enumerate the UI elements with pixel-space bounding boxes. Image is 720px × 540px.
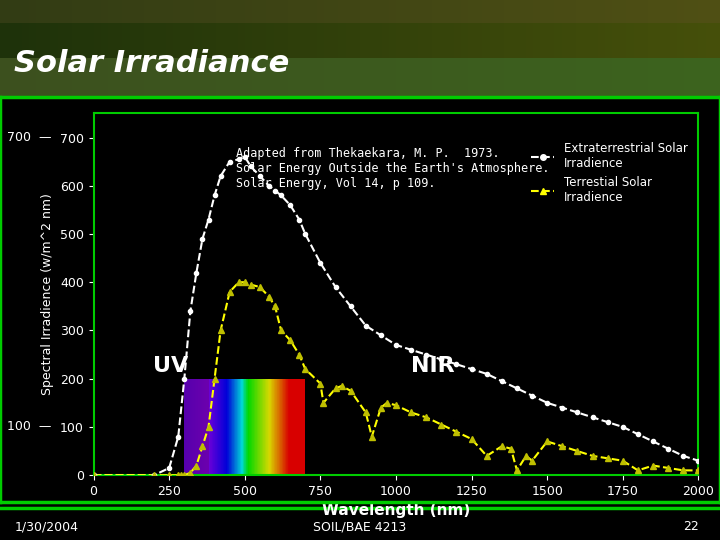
Extraterrestrial Solar
Irradience — [174, 434, 183, 440]
Text: Adapted from Thekaekara, M. P.  1973.
Solar Energy Outside the Earth's Atmospher: Adapted from Thekaekara, M. P. 1973. Sol… — [235, 147, 549, 190]
Line: Extraterrestrial Solar
Irradience: Extraterrestrial Solar Irradience — [94, 157, 698, 475]
Terrestial Solar
Irradience — [89, 472, 98, 478]
Terrestial Solar
Irradience — [694, 467, 703, 474]
Text: 1/30/2004: 1/30/2004 — [14, 520, 78, 534]
Extraterrestrial Solar
Irradience — [422, 352, 431, 358]
Extraterrestrial Solar
Irradience — [588, 414, 597, 421]
Terrestial Solar
Irradience — [295, 352, 304, 358]
Extraterrestrial Solar
Irradience — [331, 284, 340, 291]
Terrestial Solar
Irradience — [240, 279, 249, 286]
Extraterrestrial Solar
Irradience — [664, 446, 672, 452]
Line: Terrestial Solar
Irradience: Terrestial Solar Irradience — [94, 282, 698, 475]
Extraterrestrial Solar
Irradience — [180, 375, 189, 382]
Terrestial Solar
Irradience — [186, 470, 194, 476]
Extraterrestrial Solar
Irradience — [235, 156, 243, 163]
Extraterrestrial Solar
Irradience — [618, 424, 627, 430]
Extraterrestrial Solar
Irradience — [89, 472, 98, 478]
Terrestial Solar
Irradience — [210, 375, 219, 382]
Extraterrestrial Solar
Irradience — [271, 187, 279, 194]
Extraterrestrial Solar
Irradience — [679, 453, 688, 459]
Extraterrestrial Solar
Irradience — [276, 192, 285, 199]
Text: 700  —: 700 — — [6, 131, 51, 144]
Extraterrestrial Solar
Irradience — [186, 308, 194, 314]
Text: NIR: NIR — [411, 356, 455, 376]
Terrestial Solar
Irradience — [235, 279, 243, 286]
Extraterrestrial Solar
Irradience — [482, 370, 491, 377]
Extraterrestrial Solar
Irradience — [204, 217, 213, 223]
Terrestial Solar
Irradience — [618, 457, 627, 464]
Extraterrestrial Solar
Irradience — [603, 419, 612, 426]
Extraterrestrial Solar
Irradience — [216, 173, 225, 179]
Extraterrestrial Solar
Irradience — [543, 400, 552, 406]
Extraterrestrial Solar
Irradience — [192, 269, 201, 276]
Y-axis label: Spectral Irradience (w/m^2 nm): Spectral Irradience (w/m^2 nm) — [41, 193, 54, 395]
Legend: Extraterrestrial Solar
Irradience, Terrestial Solar
Irradience: Extraterrestrial Solar Irradience, Terre… — [526, 137, 693, 209]
Text: SOIL/BAE 4213: SOIL/BAE 4213 — [313, 520, 407, 534]
Extraterrestrial Solar
Irradience — [225, 158, 234, 165]
Extraterrestrial Solar
Irradience — [528, 393, 536, 399]
Extraterrestrial Solar
Irradience — [198, 235, 207, 242]
Extraterrestrial Solar
Irradience — [295, 217, 304, 223]
Text: Solar Irradiance: Solar Irradiance — [14, 49, 289, 78]
Extraterrestrial Solar
Irradience — [573, 409, 582, 416]
Extraterrestrial Solar
Irradience — [301, 231, 310, 237]
Extraterrestrial Solar
Irradience — [240, 153, 249, 160]
Extraterrestrial Solar
Irradience — [316, 260, 325, 266]
Extraterrestrial Solar
Irradience — [361, 322, 370, 329]
Extraterrestrial Solar
Irradience — [407, 347, 415, 353]
Extraterrestrial Solar
Irradience — [246, 163, 255, 170]
Extraterrestrial Solar
Irradience — [150, 472, 158, 478]
Text: 100  —: 100 — — [7, 421, 51, 434]
Extraterrestrial Solar
Irradience — [165, 465, 174, 471]
Extraterrestrial Solar
Irradience — [452, 361, 461, 368]
Extraterrestrial Solar
Irradience — [649, 438, 657, 444]
Extraterrestrial Solar
Irradience — [437, 356, 446, 363]
Extraterrestrial Solar
Irradience — [558, 404, 567, 411]
Extraterrestrial Solar
Irradience — [634, 431, 642, 437]
Extraterrestrial Solar
Irradience — [210, 192, 219, 199]
Extraterrestrial Solar
Irradience — [286, 202, 294, 208]
Extraterrestrial Solar
Irradience — [498, 378, 506, 384]
Extraterrestrial Solar
Irradience — [694, 457, 703, 464]
Text: UV: UV — [153, 356, 188, 376]
Extraterrestrial Solar
Irradience — [256, 173, 264, 179]
Extraterrestrial Solar
Irradience — [265, 183, 274, 189]
X-axis label: Wavelength (nm): Wavelength (nm) — [322, 503, 470, 518]
Terrestial Solar
Irradience — [679, 467, 688, 474]
Text: 22: 22 — [683, 520, 698, 534]
Extraterrestrial Solar
Irradience — [467, 366, 476, 372]
Extraterrestrial Solar
Irradience — [377, 332, 385, 339]
Extraterrestrial Solar
Irradience — [346, 303, 355, 309]
Extraterrestrial Solar
Irradience — [392, 342, 400, 348]
Extraterrestrial Solar
Irradience — [513, 385, 521, 392]
